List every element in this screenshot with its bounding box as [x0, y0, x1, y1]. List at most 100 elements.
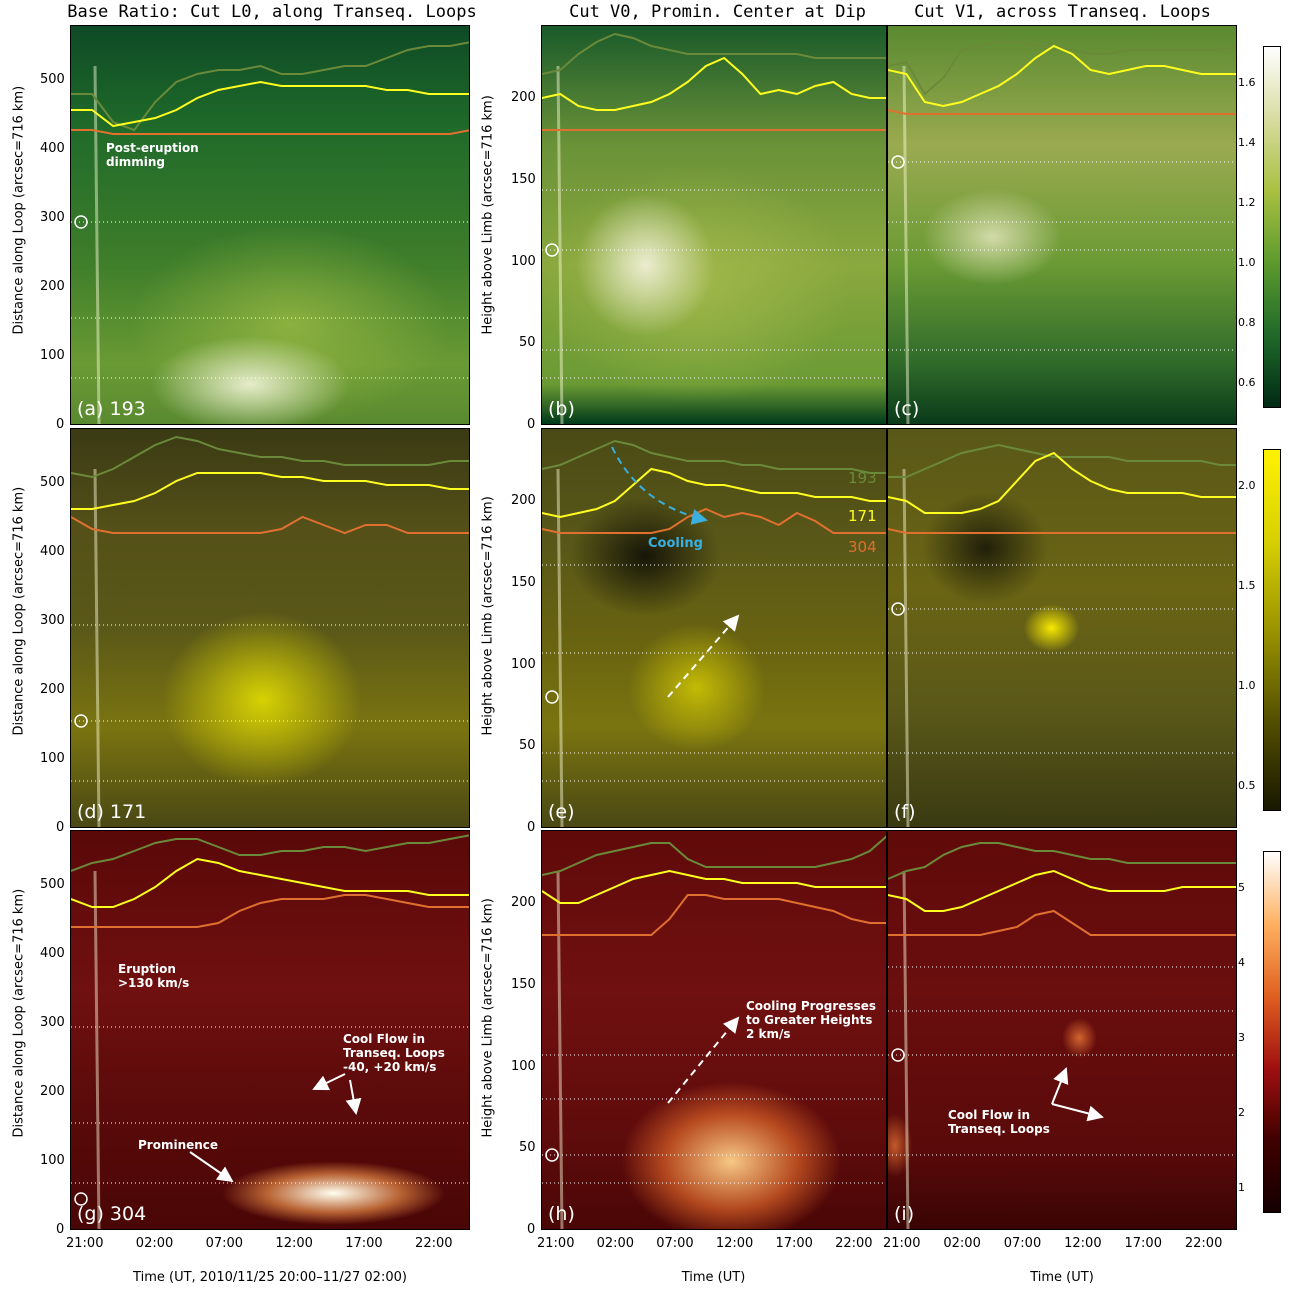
colorbar-tick-label: 3	[1238, 1031, 1245, 1044]
panel-overlay-e	[542, 439, 886, 827]
lightcurve-193	[542, 439, 886, 474]
panel-c: (c)	[887, 25, 1237, 425]
y-tick-label: 200	[511, 90, 536, 106]
lightcurve-193	[71, 41, 469, 132]
lightcurve-304	[71, 894, 469, 928]
x-tick-label: 17:00	[1124, 1236, 1162, 1251]
x-tick-label: 21:00	[883, 1236, 921, 1251]
column-title-1: Cut V0, Promin. Center at Dip	[569, 2, 866, 22]
panel-label: (b)	[548, 398, 575, 420]
lightcurve-304	[542, 894, 886, 936]
annotation-eruption: Eruption >130 km/s	[118, 962, 190, 990]
panel-label: (e)	[548, 801, 575, 823]
eruption-streak	[556, 870, 564, 1229]
lightcurve-304	[888, 528, 1236, 534]
y-tick-label: 0	[56, 820, 65, 835]
panel-overlay-f	[888, 443, 1236, 827]
lightcurve-171	[888, 451, 1236, 514]
y-tick-label: 0	[56, 1222, 65, 1237]
panel-overlay-h	[542, 835, 886, 1229]
y-tick-label: 100	[40, 751, 65, 767]
cooling-rise-arrow-e	[667, 614, 740, 698]
panel-overlay-b	[542, 32, 886, 424]
y-tick-label: 150	[511, 172, 536, 188]
colorbar-tick-label: 1.0	[1238, 256, 1256, 269]
annotation-coolflow-g: Cool Flow in Transeq. Loops -40, +20 km/…	[343, 1032, 445, 1074]
y-tick-label: 200	[511, 895, 536, 911]
eruption-streak	[902, 65, 910, 424]
annotation-cooling: Cooling	[648, 536, 703, 551]
colorbar-tick-label: 1.5	[1238, 579, 1256, 592]
x-tick-label: 12:00	[275, 1236, 313, 1251]
x-axis-label-i: Time (UT)	[1030, 1270, 1094, 1285]
lightcurve-193	[888, 41, 1236, 96]
y-tick-label: 500	[40, 877, 65, 893]
panel-overlay-g	[71, 834, 469, 1229]
cut-position-marker	[545, 1148, 559, 1162]
x-tick-label: 07:00	[205, 1236, 244, 1251]
lightcurve-304	[888, 109, 1236, 115]
eruption-streak	[556, 65, 564, 424]
colorbar-tick-label: 1.0	[1238, 679, 1256, 692]
x-tick-label: 07:00	[656, 1236, 694, 1251]
x-tick-label: 17:00	[775, 1236, 813, 1251]
lightcurve-193	[71, 435, 469, 479]
x-tick-label: 21:00	[537, 1236, 575, 1251]
panel-label: (f)	[894, 801, 916, 823]
panel-overlay-d	[71, 435, 469, 827]
lightcurve-171	[888, 44, 1236, 108]
lightcurve-171	[71, 857, 469, 908]
x-axis-label-g: Time (UT, 2010/11/25 20:00–11/27 02:00)	[133, 1270, 407, 1285]
y-tick-label: 200	[40, 682, 65, 698]
colorbar-tick-label: 1.6	[1238, 76, 1256, 89]
panel-label: (g) 304	[77, 1203, 147, 1225]
panel-label: (i)	[894, 1203, 915, 1225]
coolflow-arrow-2	[345, 1079, 362, 1115]
annotation-cooling-heights: Cooling Progresses to Greater Heights 2 …	[746, 999, 877, 1041]
eruption-streak	[556, 468, 564, 827]
colorbar-tick-label: 5	[1238, 881, 1245, 894]
y-tick-label: 50	[519, 738, 536, 754]
eruption-streak	[93, 65, 101, 424]
y-tick-label: 500	[40, 475, 65, 491]
lightcurve-304	[542, 507, 886, 534]
y-tick-label: 0	[56, 417, 65, 432]
colorbar-193	[1263, 46, 1281, 408]
colorbar-tick-label: 0.8	[1238, 316, 1256, 329]
coolflow-arrow-i2	[1051, 1103, 1104, 1122]
x-tick-label: 12:00	[715, 1236, 754, 1251]
y-tick-label: 150	[511, 977, 536, 993]
panel-label: (h)	[548, 1203, 575, 1225]
panel-label: (d) 171	[77, 801, 147, 823]
column-title-0: Base Ratio: Cut L0, along Transeq. Loops	[67, 2, 477, 22]
annotation-prominence: Prominence	[138, 1138, 219, 1152]
legend-304: 304	[848, 538, 877, 556]
panel-h: (h)	[541, 830, 887, 1230]
y-tick-label: 0	[527, 417, 536, 432]
lightcurve-193	[888, 842, 1236, 880]
x-tick-label: 12:00	[1064, 1236, 1102, 1251]
cut-position-marker	[545, 690, 559, 704]
legend-193: 193	[848, 469, 877, 487]
lightcurve-193	[542, 835, 886, 876]
y-tick-label: 100	[511, 656, 536, 672]
y-tick-label: 50	[519, 335, 536, 351]
panel-overlay-i	[888, 842, 1236, 1229]
panel-d: (d) 171	[70, 428, 470, 828]
colorbar-tick-label: 1	[1238, 1181, 1245, 1194]
lightcurve-171	[888, 869, 1236, 912]
lightcurve-304	[888, 909, 1236, 936]
cut-position-marker	[74, 1192, 88, 1206]
x-tick-label: 02:00	[135, 1236, 174, 1251]
panel-a: (a) 193	[70, 25, 470, 425]
panel-label: (a) 193	[77, 398, 146, 420]
lightcurve-171	[71, 80, 469, 128]
lightcurve-304	[71, 515, 469, 535]
coolflow-arrow-1	[312, 1073, 346, 1091]
cut-position-marker	[545, 243, 559, 257]
cooling-rise-arrow-h	[667, 1016, 740, 1104]
y-tick-label: 500	[40, 72, 65, 88]
x-tick-label: 02:00	[943, 1236, 981, 1251]
x-tick-label: 02:00	[596, 1236, 635, 1251]
